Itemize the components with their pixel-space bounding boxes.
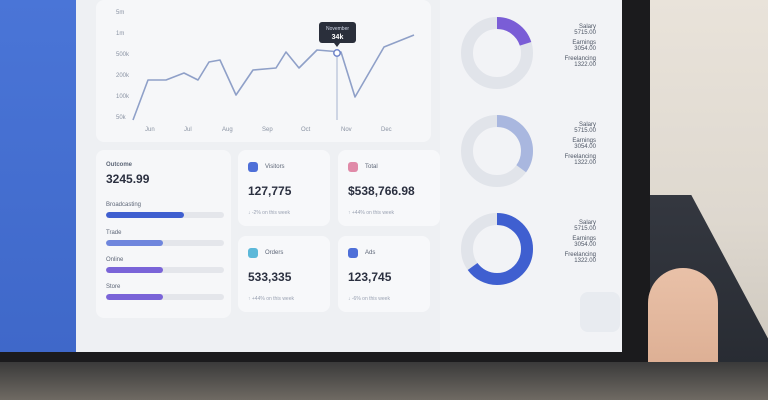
line-series: [132, 34, 415, 121]
donut-legend: Salary 5715.00 Earnings 3054.00 Freelanc…: [506, 24, 596, 72]
tooltip-box: [319, 22, 356, 43]
x-tick-5: Nov: [341, 127, 352, 133]
donut-arc: [461, 17, 533, 89]
donut-chart: [454, 108, 540, 194]
tooltip-arrow: [334, 43, 340, 47]
total-card[interactable]: Total $538,766.98 ↑ +44% on this week: [338, 150, 440, 226]
x-tick-3: Sep: [262, 127, 273, 133]
card-title: Ads: [365, 250, 376, 256]
donut-legend: Salary 5715.00 Earnings 3054.00 Freelanc…: [506, 220, 596, 268]
orders-card[interactable]: Orders 533,335 ↑ +44% on this week: [238, 236, 330, 312]
progress-fill: [106, 240, 163, 246]
x-tick-4: Oct: [301, 127, 311, 133]
card-value: 533,335: [248, 270, 292, 284]
card-subtext: ↑ +44% on this week: [248, 296, 294, 302]
card-value: 123,745: [348, 270, 392, 284]
y-tick-4: 100k: [116, 94, 130, 100]
ads-card[interactable]: Ads 123,745 ↓ -6% on this week: [338, 236, 430, 312]
outcome-bar-label: Broadcasting: [106, 202, 142, 208]
y-tick-3: 200k: [116, 73, 130, 79]
line-chart-panel: 5m 1m 500k 200k 100k 50k Jun Jul Aug Sep…: [96, 0, 431, 142]
y-tick-0: 5m: [116, 10, 124, 16]
outcome-bar-online: Online: [106, 257, 224, 273]
tablet-screen: 5m 1m 500k 200k 100k 50k Jun Jul Aug Sep…: [0, 0, 622, 352]
corner-widget[interactable]: [580, 292, 620, 332]
donut-chart: [454, 206, 540, 292]
legend-value: 1322.00: [574, 258, 596, 264]
outcome-bar-label: Online: [106, 257, 124, 263]
left-blue-sidebar: [0, 0, 76, 352]
outcome-bar-label: Store: [106, 284, 121, 290]
x-tick-1: Jul: [184, 127, 192, 133]
wallet-icon: [348, 162, 358, 172]
progress-fill: [106, 294, 163, 300]
x-tick-2: Aug: [222, 127, 233, 133]
y-tick-5: 50k: [116, 115, 127, 121]
y-tick-2: 500k: [116, 52, 130, 58]
visitors-card[interactable]: Visitors 127,775 ↓ -2% on this week: [238, 150, 330, 226]
outcome-bar-store: Store: [106, 284, 224, 300]
outcome-title: Outcome: [106, 162, 133, 168]
card-subtext: ↑ +44% on this week: [348, 210, 394, 216]
donut-panel: Salary 5715.00 Earnings 3054.00 Freelanc…: [440, 0, 622, 352]
x-tick-6: Dec: [381, 127, 392, 133]
legend-key: Earnings: [572, 40, 596, 46]
donut-svg: [461, 17, 533, 89]
progress-track: [106, 294, 224, 300]
card-value: 127,775: [248, 184, 292, 198]
highlight-point[interactable]: [333, 49, 341, 57]
card-title: Visitors: [265, 164, 285, 170]
donut-svg: [461, 213, 533, 285]
legend-value: 5715.00: [574, 128, 596, 134]
user-icon: [248, 162, 258, 172]
table-foreground: [0, 362, 768, 400]
legend-value: 5715.00: [574, 30, 596, 36]
card-subtext: ↓ -2% on this week: [248, 210, 290, 216]
progress-fill: [106, 267, 163, 273]
legend-value: 3054.00: [574, 144, 596, 150]
progress-track: [106, 212, 224, 218]
legend-key: Freelancing: [564, 252, 596, 258]
outcome-panel: Outcome 3245.99 Broadcasting Trade Onlin…: [96, 150, 231, 318]
tooltip-month: November: [326, 26, 349, 32]
legend-key: Earnings: [572, 138, 596, 144]
outcome-total: 3245.99: [106, 172, 150, 186]
donut-arc: [461, 213, 533, 285]
donut-svg: [461, 115, 533, 187]
legend-key: Freelancing: [564, 56, 596, 62]
legend-key: Freelancing: [564, 154, 596, 160]
progress-track: [106, 267, 224, 273]
card-value: $538,766.98: [348, 184, 415, 198]
card-title: Orders: [265, 250, 284, 256]
legend-key: Salary: [578, 24, 596, 30]
tooltip-value: 34k: [332, 34, 344, 41]
box-icon: [248, 248, 258, 258]
y-tick-1: 1m: [116, 31, 124, 37]
legend-key: Salary: [578, 122, 596, 128]
legend-key: Salary: [578, 220, 596, 226]
outcome-bar-label: Trade: [106, 230, 122, 236]
legend-value: 5715.00: [574, 226, 596, 232]
card-title: Total: [365, 164, 378, 170]
legend-value: 3054.00: [574, 46, 596, 52]
legend-value: 1322.00: [574, 160, 596, 166]
donut-chart: [454, 10, 540, 96]
legend-value: 1322.00: [574, 62, 596, 68]
legend-value: 3054.00: [574, 242, 596, 248]
card-subtext: ↓ -6% on this week: [348, 296, 390, 302]
outcome-bar-trade: Trade: [106, 230, 224, 246]
x-tick-0: Jun: [145, 127, 155, 133]
user-icon: [348, 248, 358, 258]
tablet-device: 5m 1m 500k 200k 100k 50k Jun Jul Aug Sep…: [0, 0, 650, 372]
outcome-bar-broadcasting: Broadcasting: [106, 202, 224, 218]
donut-legend: Salary 5715.00 Earnings 3054.00 Freelanc…: [506, 122, 596, 170]
donut-arc: [461, 115, 533, 187]
progress-fill: [106, 212, 184, 218]
progress-track: [106, 240, 224, 246]
legend-key: Earnings: [572, 236, 596, 242]
line-chart: 5m 1m 500k 200k 100k 50k Jun Jul Aug Sep…: [116, 10, 415, 133]
